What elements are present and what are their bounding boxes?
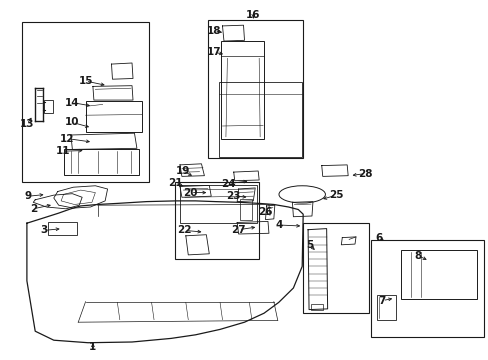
Text: 17: 17 <box>206 47 221 57</box>
Text: 26: 26 <box>257 207 272 217</box>
Bar <box>310 304 322 310</box>
Text: 22: 22 <box>177 225 192 235</box>
Text: 2: 2 <box>30 204 37 214</box>
Text: 5: 5 <box>305 240 312 250</box>
Bar <box>221 41 264 139</box>
Text: 10: 10 <box>65 117 80 127</box>
Text: 27: 27 <box>231 225 245 235</box>
Text: 20: 20 <box>183 188 198 198</box>
Bar <box>180 185 256 223</box>
Bar <box>219 82 302 157</box>
Text: 21: 21 <box>167 178 182 188</box>
Text: 28: 28 <box>358 168 372 179</box>
Text: 14: 14 <box>65 98 80 108</box>
Text: 11: 11 <box>55 146 70 156</box>
Text: 18: 18 <box>206 26 221 36</box>
Bar <box>63 149 139 175</box>
Bar <box>207 20 303 158</box>
Text: 24: 24 <box>221 179 236 189</box>
Text: 25: 25 <box>328 190 343 200</box>
Text: 6: 6 <box>375 233 382 243</box>
Text: 4: 4 <box>274 220 282 230</box>
Bar <box>85 101 142 132</box>
Text: 15: 15 <box>78 76 93 86</box>
Text: 12: 12 <box>60 134 75 144</box>
Bar <box>48 222 77 235</box>
Bar <box>22 22 149 182</box>
Text: 8: 8 <box>414 251 421 261</box>
Text: 3: 3 <box>41 225 47 235</box>
Text: 7: 7 <box>378 296 386 306</box>
Text: 19: 19 <box>176 166 190 176</box>
Text: 9: 9 <box>25 191 32 201</box>
Text: 13: 13 <box>20 119 34 129</box>
Text: 23: 23 <box>226 191 241 201</box>
Bar <box>376 295 395 320</box>
Bar <box>239 199 251 220</box>
Bar <box>44 100 53 113</box>
Bar <box>370 240 483 337</box>
Bar <box>400 250 476 299</box>
Text: 16: 16 <box>245 10 260 20</box>
Text: 1: 1 <box>89 342 96 352</box>
Bar <box>175 182 259 259</box>
Bar <box>303 223 368 313</box>
